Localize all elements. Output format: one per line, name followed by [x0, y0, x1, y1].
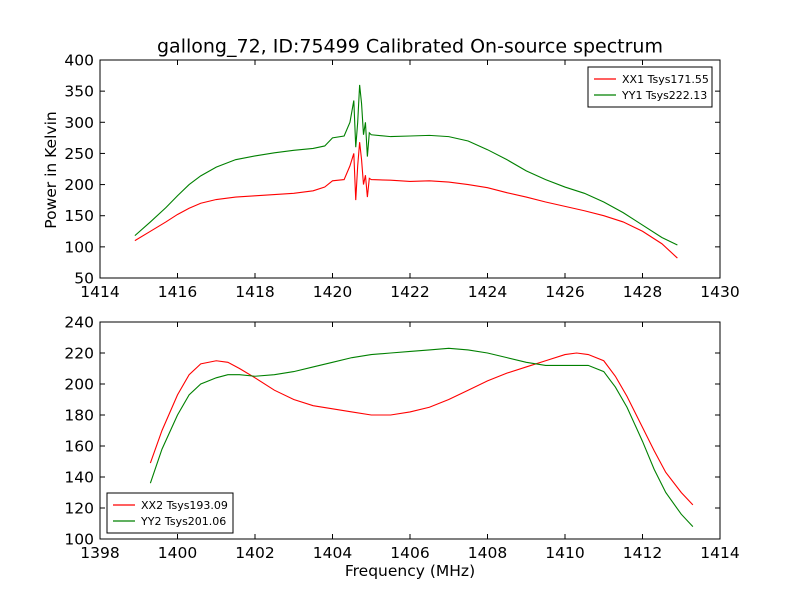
x-tick-label: 1416 — [158, 283, 197, 301]
spectrum-chart-top: 1414 1416 1418 1420 1422 1424 1426 1428 1430 50 10… — [64, 52, 739, 302]
y-tick-label: 100 — [64, 531, 94, 549]
legend-label: XX2 Tsys193.09 — [141, 499, 228, 512]
x-tick-label: 1428 — [623, 283, 662, 301]
x-tick-label: 1422 — [390, 283, 429, 301]
y-tick-label: 240 — [64, 314, 94, 332]
legend-label: YY2 Tsys201.06 — [140, 515, 226, 528]
x-tick-label: 1404 — [313, 544, 352, 562]
y-tick-label: 220 — [64, 345, 94, 363]
series-line-xx2 — [149, 352, 694, 506]
x-tick-label: 1406 — [390, 544, 429, 562]
chart-title: gallong_72, ID:75499 Calibrated On-sourc… — [157, 36, 663, 58]
legend: XX2 Tsys193.09 YY2 Tsys201.06 — [106, 492, 234, 534]
plot-frame — [99, 321, 721, 540]
y-tick-label: 140 — [64, 469, 94, 487]
legend-label: YY1 Tsys222.13 — [621, 89, 707, 102]
y-tick-label: 250 — [64, 145, 94, 163]
x-tick-label: 1420 — [313, 283, 352, 301]
y-tick-label: 100 — [64, 238, 94, 256]
x-tick-label: 1430 — [700, 283, 739, 301]
series-line-yy2 — [149, 347, 694, 527]
legend-label: XX1 Tsys171.55 — [622, 73, 709, 86]
y-tick-label: 160 — [64, 438, 94, 456]
y-tick-label: 400 — [64, 52, 94, 70]
x-tick-label: 1414 — [700, 544, 739, 562]
x-tick-label: 1424 — [468, 283, 507, 301]
x-tick-label: 1410 — [545, 544, 584, 562]
y-tick-label: 150 — [64, 207, 94, 225]
y-tick-label: 50 — [74, 270, 94, 288]
legend: XX1 Tsys171.55 YY1 Tsys222.13 — [587, 66, 713, 108]
x-tick-label: 1412 — [623, 544, 662, 562]
y-tick-label: 200 — [64, 376, 94, 394]
series-line-xx1 — [134, 142, 678, 259]
x-tick-label: 1414 — [80, 283, 119, 301]
legend-box — [106, 492, 234, 534]
spectrum-chart-bottom: 1398 1400 1402 1404 1406 1408 1410 1412 1414 100 1… — [64, 314, 739, 563]
legend-box — [587, 66, 713, 108]
series-line-yy1 — [134, 84, 678, 246]
x-axis-label-bottom: Frequency (MHz) — [345, 562, 475, 580]
plot-frame — [99, 59, 721, 279]
y-tick-label: 180 — [64, 407, 94, 425]
y-tick-label: 200 — [64, 176, 94, 194]
y-tick-label: 350 — [64, 83, 94, 101]
y-axis-label-top: Power in Kelvin — [42, 111, 60, 228]
x-tick-label: 1426 — [545, 283, 584, 301]
x-tick-label: 1400 — [158, 544, 197, 562]
x-tick-label: 1398 — [80, 544, 119, 562]
x-tick-label: 1418 — [235, 283, 274, 301]
y-tick-label: 300 — [64, 114, 94, 132]
x-tick-label: 1408 — [468, 544, 507, 562]
y-tick-label: 120 — [64, 500, 94, 518]
x-tick-label: 1402 — [235, 544, 274, 562]
